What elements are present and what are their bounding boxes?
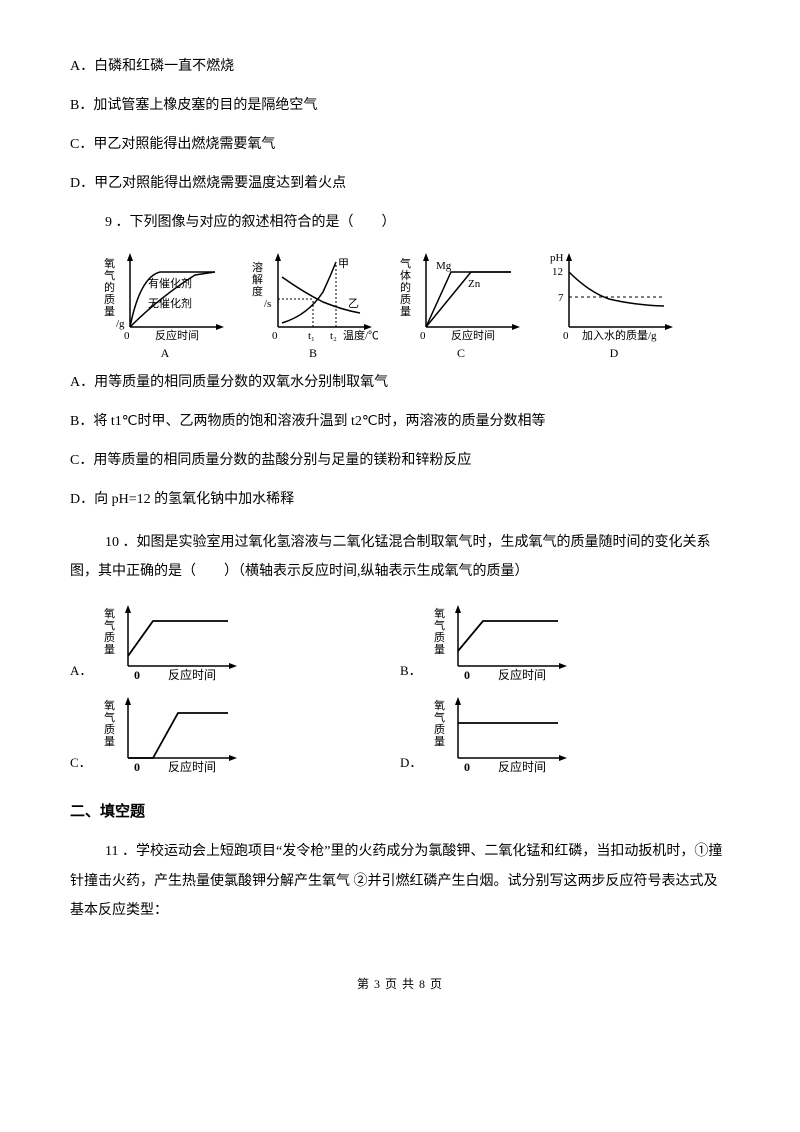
svg-text:气: 气 (104, 710, 115, 724)
y-char-2: 气 (104, 268, 115, 282)
q9-chart-a: 氧 气 的 质 量 /g 0 反应时间 有催化剂 无催化剂 A (100, 247, 230, 362)
mg-label: Mg (436, 260, 452, 272)
line2-label: 无催化剂 (148, 296, 192, 310)
q10-charts-row2: C． 氧 气 质 量 0 反应时间 D． 氧 气 质 量 0 反应 (70, 693, 730, 779)
y-char-5: 量 (104, 305, 115, 318)
y-char-1: 溶 (252, 260, 263, 274)
q8-opt-b: B．加试管塞上橡皮塞的目的是隔绝空气 (70, 95, 730, 116)
svg-text:氧: 氧 (434, 606, 445, 620)
q10-item-c: C． 氧 气 质 量 0 反应时间 (70, 693, 400, 773)
y-char-3: 的 (104, 280, 115, 294)
y-char-1: 气 (400, 256, 411, 270)
q10-item-a: A． 氧 气 质 量 0 反应时间 (70, 601, 400, 681)
chart-d-letter: D (610, 344, 619, 362)
svg-text:0: 0 (464, 668, 470, 681)
page-footer: 第 3 页 共 8 页 (70, 975, 730, 993)
y-char-5: 量 (400, 305, 411, 318)
x-label: 加入水的质量/g (582, 328, 657, 342)
origin-zero: 0 (272, 330, 278, 342)
svg-text:量: 量 (434, 735, 445, 748)
q10-letter-b: B． (400, 661, 422, 681)
y-char-2: 解 (252, 272, 263, 286)
y-char-3: 度 (252, 284, 263, 298)
y-char-4: 质 (400, 293, 411, 306)
q9-charts: 氧 气 的 质 量 /g 0 反应时间 有催化剂 无催化剂 A (100, 247, 730, 362)
q10-chart-a: 氧 气 质 量 0 反应时间 (98, 601, 248, 681)
chart-a-letter: A (161, 344, 170, 362)
y-char-4: 质 (104, 293, 115, 306)
svg-text:0: 0 (464, 760, 470, 773)
svg-text:氧: 氧 (104, 606, 115, 620)
svg-text:气: 气 (104, 618, 115, 632)
v7: 7 (558, 292, 564, 304)
origin-zero: 0 (420, 330, 426, 342)
x-label: 反应时间 (451, 328, 495, 342)
q10-item-d: D． 氧 气 质 量 0 反应时间 (400, 693, 730, 773)
line1-label: 有催化剂 (148, 276, 192, 290)
q9-chart-c: 气 体 的 质 量 0 反应时间 Mg Zn C (396, 247, 526, 362)
x-label: 温度/℃ (343, 328, 378, 342)
t2: t₂ (330, 330, 337, 342)
svg-text:量: 量 (104, 643, 115, 656)
q8-opt-d: D．甲乙对照能得出燃烧需要温度达到着火点 (70, 173, 730, 194)
lbl-jia: 甲 (338, 258, 349, 270)
svg-text:量: 量 (434, 643, 445, 656)
q9-opt-d: D．向 pH=12 的氢氧化钠中加水稀释 (70, 489, 730, 510)
y-char-3: 的 (400, 280, 411, 294)
svg-text:质: 质 (104, 631, 115, 644)
chart-c-letter: C (457, 344, 465, 362)
svg-text:氧: 氧 (104, 698, 115, 712)
q10-item-b: B． 氧 气 质 量 0 反应时间 (400, 601, 730, 681)
ph-label: pH (550, 252, 564, 264)
lbl-yi: 乙 (348, 297, 359, 310)
q10-letter-d: D． (400, 753, 422, 773)
q9-stem: 9 ．下列图像与对应的叙述相符合的是（ ） (70, 212, 730, 233)
q9-opt-a: A．用等质量的相同质量分数的双氧水分别制取氧气 (70, 372, 730, 393)
svg-text:质: 质 (434, 631, 445, 644)
svg-text:气: 气 (434, 618, 445, 632)
y-unit: /g (116, 318, 125, 330)
q10-chart-b: 氧 气 质 量 0 反应时间 (428, 601, 578, 681)
q9-chart-b: 溶 解 度 /s 0 t₁ t₂ 温度/℃ 甲 乙 B (248, 247, 378, 362)
v12: 12 (552, 266, 563, 278)
q11-stem: 11 ．学校运动会上短跑项目“发令枪”里的火药成分为氯酸钾、二氧化锰和红磷，当扣… (70, 837, 730, 925)
x-label: 反应时间 (155, 328, 199, 342)
chart-b-letter: B (309, 344, 317, 362)
q10-chart-c: 氧 气 质 量 0 反应时间 (98, 693, 248, 773)
y-char-2: 体 (400, 268, 411, 282)
svg-text:气: 气 (434, 710, 445, 724)
svg-text:量: 量 (104, 735, 115, 748)
svg-text:质: 质 (434, 723, 445, 736)
svg-text:质: 质 (104, 723, 115, 736)
q10-stem: 10 ．如图是实验室用过氧化氢溶液与二氧化锰混合制取氧气时，生成氧气的质量随时间… (70, 528, 730, 587)
q8-opt-a: A．白磷和红磷一直不燃烧 (70, 56, 730, 77)
q9-opt-b: B．将 t1℃时甲、乙两物质的饱和溶液升温到 t2℃时，两溶液的质量分数相等 (70, 411, 730, 432)
y-char-1: 氧 (104, 256, 115, 270)
q10-chart-d: 氧 气 质 量 0 反应时间 (428, 693, 578, 773)
section-2-title: 二、填空题 (70, 801, 730, 824)
origin-zero: 0 (124, 330, 130, 342)
svg-text:反应时间: 反应时间 (498, 759, 546, 773)
svg-text:反应时间: 反应时间 (168, 667, 216, 681)
zn-label: Zn (468, 278, 481, 290)
origin-zero: 0 (563, 330, 569, 342)
y-unit: /s (264, 298, 271, 310)
q8-opt-c: C．甲乙对照能得出燃烧需要氧气 (70, 134, 730, 155)
q10-letter-a: A． (70, 661, 92, 681)
q10-charts-row1: A． 氧 气 质 量 0 反应时间 B． 氧 气 质 量 0 反应 (70, 601, 730, 687)
q9-chart-d: pH 12 7 0 加入水的质量/g D (544, 247, 684, 362)
svg-text:0: 0 (134, 668, 140, 681)
q9-opt-c: C．用等质量的相同质量分数的盐酸分别与足量的镁粉和锌粉反应 (70, 450, 730, 471)
t1: t₁ (308, 330, 315, 342)
svg-text:反应时间: 反应时间 (168, 759, 216, 773)
svg-text:反应时间: 反应时间 (498, 667, 546, 681)
svg-text:0: 0 (134, 760, 140, 773)
q10-letter-c: C． (70, 753, 92, 773)
svg-text:氧: 氧 (434, 698, 445, 712)
